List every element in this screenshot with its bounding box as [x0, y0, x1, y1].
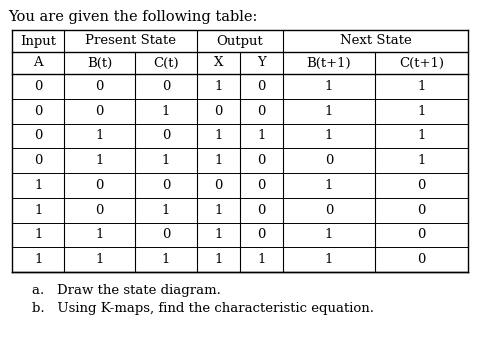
Text: 0: 0 — [257, 80, 266, 93]
Text: 0: 0 — [34, 105, 42, 118]
Text: 0: 0 — [96, 203, 104, 217]
Text: 0: 0 — [214, 105, 222, 118]
Text: 1: 1 — [214, 154, 222, 167]
Text: Y: Y — [257, 56, 266, 70]
Text: B(t+1): B(t+1) — [306, 56, 351, 70]
Text: 1: 1 — [214, 80, 222, 93]
Text: B(t): B(t) — [87, 56, 112, 70]
Text: Input: Input — [20, 34, 56, 48]
Text: 1: 1 — [96, 253, 104, 266]
Text: 1: 1 — [96, 228, 104, 241]
Text: You are given the following table:: You are given the following table: — [8, 10, 257, 24]
Text: 1: 1 — [257, 129, 266, 142]
Text: 1: 1 — [162, 203, 170, 217]
Text: 0: 0 — [257, 203, 266, 217]
Text: Present State: Present State — [85, 34, 176, 48]
Text: 1: 1 — [214, 253, 222, 266]
Text: Next State: Next State — [340, 34, 411, 48]
Text: 0: 0 — [257, 105, 266, 118]
Text: 1: 1 — [417, 80, 425, 93]
Text: 0: 0 — [34, 129, 42, 142]
Text: 1: 1 — [417, 129, 425, 142]
Text: 0: 0 — [417, 203, 425, 217]
Text: C(t+1): C(t+1) — [399, 56, 444, 70]
Text: X: X — [214, 56, 223, 70]
Text: 1: 1 — [214, 228, 222, 241]
Text: 0: 0 — [325, 203, 333, 217]
Text: 1: 1 — [325, 179, 333, 192]
Text: 1: 1 — [325, 228, 333, 241]
Text: 0: 0 — [257, 154, 266, 167]
Text: 1: 1 — [325, 105, 333, 118]
Text: 0: 0 — [96, 179, 104, 192]
Text: 1: 1 — [34, 203, 42, 217]
Text: 1: 1 — [162, 154, 170, 167]
Text: Output: Output — [217, 34, 263, 48]
Text: 1: 1 — [214, 203, 222, 217]
Text: 0: 0 — [417, 228, 425, 241]
Text: 0: 0 — [96, 105, 104, 118]
Text: 1: 1 — [257, 253, 266, 266]
Text: 0: 0 — [417, 253, 425, 266]
Text: 1: 1 — [96, 129, 104, 142]
Text: 0: 0 — [34, 154, 42, 167]
Text: 1: 1 — [417, 154, 425, 167]
Text: 0: 0 — [325, 154, 333, 167]
Text: 1: 1 — [162, 253, 170, 266]
Text: 0: 0 — [162, 129, 170, 142]
Text: 0: 0 — [96, 80, 104, 93]
Text: 0: 0 — [162, 80, 170, 93]
Text: C(t): C(t) — [153, 56, 179, 70]
Text: 1: 1 — [162, 105, 170, 118]
Text: 0: 0 — [417, 179, 425, 192]
Text: 1: 1 — [34, 228, 42, 241]
Text: 0: 0 — [257, 228, 266, 241]
Text: A: A — [33, 56, 43, 70]
Text: a.   Draw the state diagram.: a. Draw the state diagram. — [32, 284, 221, 297]
Text: 1: 1 — [325, 129, 333, 142]
Text: 0: 0 — [257, 179, 266, 192]
Text: 0: 0 — [162, 228, 170, 241]
Text: 0: 0 — [214, 179, 222, 192]
Text: 0: 0 — [34, 80, 42, 93]
Text: b.   Using K-maps, find the characteristic equation.: b. Using K-maps, find the characteristic… — [32, 302, 374, 315]
Text: 1: 1 — [96, 154, 104, 167]
Text: 1: 1 — [34, 253, 42, 266]
Text: 1: 1 — [325, 80, 333, 93]
Text: 1: 1 — [417, 105, 425, 118]
Text: 0: 0 — [162, 179, 170, 192]
Text: 1: 1 — [325, 253, 333, 266]
Text: 1: 1 — [214, 129, 222, 142]
Text: 1: 1 — [34, 179, 42, 192]
